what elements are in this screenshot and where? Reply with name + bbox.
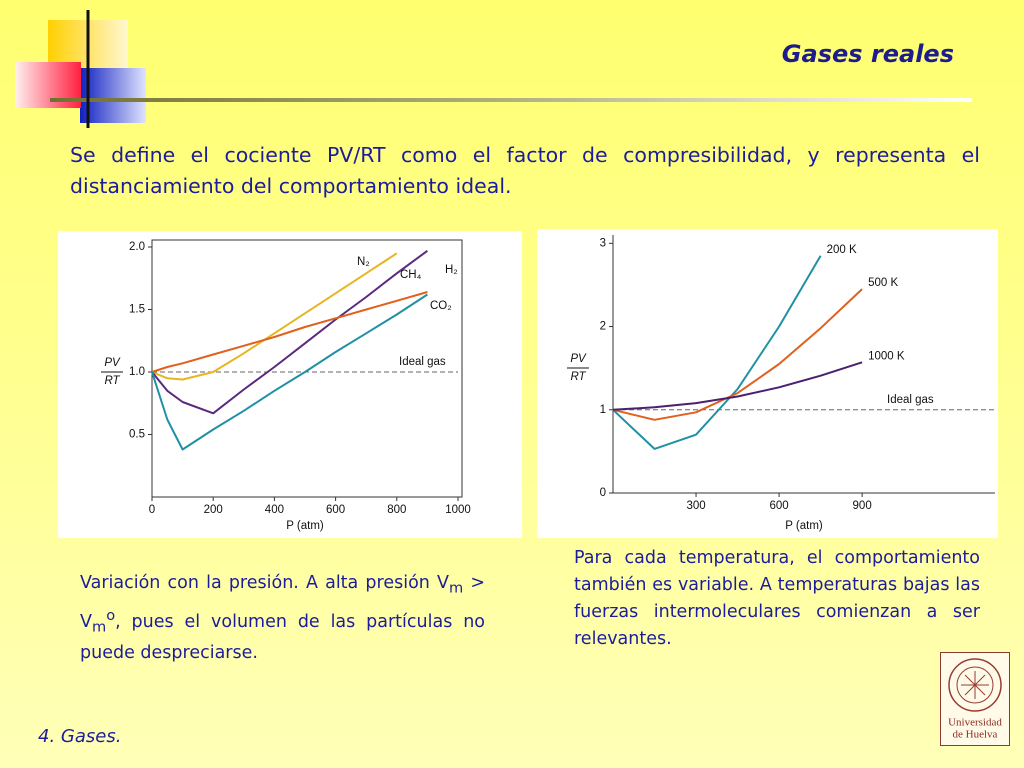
series-line [151,291,428,373]
y-tick-label: 1.0 [129,366,145,378]
y-tick-label: 1.5 [129,304,145,316]
x-tick-label: 300 [686,500,705,512]
title-rule [50,98,972,102]
y-tick-label: 1 [600,404,606,416]
series-label: CO₂ [430,300,452,312]
series-line [612,288,863,421]
chart: 0 1 2 3 300 600 900 Ideal gas 200 K 500 K 1000 K PV… [537,229,998,538]
x-tick-label: 0 [149,504,155,516]
x-tick-label: 1000 [445,504,471,516]
logo-text: Universidad [948,717,1002,729]
series-line [151,249,428,415]
chart: 0.5 1.0 1.5 2.0 0 200 400 600 800 1000 Ideal gas N₂… [58,231,522,538]
y-tick-label: 2 [600,321,606,333]
logo: Universidad de Huelva [940,652,1010,746]
series-line [612,361,863,411]
x-tick-label: 800 [387,504,406,516]
reference-label: Ideal gas [399,356,446,368]
y-tick-label: 0 [600,487,606,499]
deco-square [80,68,146,123]
footer: 4. Gases. [38,726,122,747]
series-label: H₂ [445,264,458,276]
x-label: P (atm) [286,520,324,532]
series-label: 1000 K [868,350,905,362]
y-tick-label: 0.5 [129,429,145,441]
x-label: P (atm) [785,520,823,532]
caption-text: Variación con la presión. A alta presión… [80,573,449,593]
reference-label: Ideal gas [887,394,934,406]
series-label: 200 K [827,244,857,256]
logo-text: de Huelva [953,729,998,741]
series-line [151,293,428,451]
subscript: m [448,579,464,597]
y-label: PV [570,353,587,365]
x-tick-label: 600 [326,504,345,516]
x-tick-label: 600 [769,500,788,512]
plot-frame [151,239,463,498]
caption-right: Para cada temperatura, el comportamiento… [574,548,980,649]
y-label: RT [104,375,120,387]
intro-text: Se define el cociente PV/RT como el fact… [70,143,980,198]
x-tick-label: 200 [204,504,223,516]
subscript: m [91,617,107,635]
x-tick-label: 400 [265,504,284,516]
y-label: PV [104,357,121,369]
caption-left: Variación con la presión. A alta presión… [80,570,485,667]
series-label: 500 K [868,277,898,289]
x-tick-label: 900 [853,500,872,512]
caption-text: , pues el volumen de las partículas no p… [80,611,485,663]
slide-title: Gases reales [781,40,954,68]
series-line [612,255,822,450]
superscript: o [106,606,116,624]
caption-text: > V [80,573,485,632]
series-label: CH₄ [400,269,422,281]
decoration [15,10,972,128]
series-label: N₂ [357,256,370,268]
y-tick-label: 3 [600,237,606,249]
y-label: RT [570,371,586,383]
y-tick-label: 2.0 [129,241,145,253]
series-line [151,252,398,381]
logo-art: Universidad de Huelva [948,658,1002,741]
